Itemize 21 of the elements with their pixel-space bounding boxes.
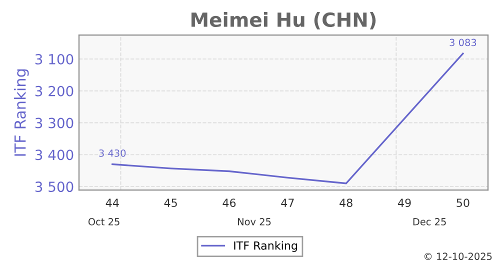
y-tick-label: 3 400 xyxy=(35,150,74,160)
chart-title: Meimei Hu (CHN) xyxy=(192,12,376,30)
y-tick-label: 3 500 xyxy=(35,182,74,192)
legend-label: ITF Ranking xyxy=(234,241,298,252)
x-tick-label: 49 xyxy=(398,198,411,208)
data-label: 3 430 xyxy=(99,149,126,157)
y-tick-label: 3 300 xyxy=(35,118,74,128)
x2-tick-label: Nov 25 xyxy=(238,218,271,226)
y-tick-label: 3 100 xyxy=(35,54,74,64)
x2-tick-label: Oct 25 xyxy=(88,218,120,226)
x-tick-label: 46 xyxy=(222,198,236,208)
x-tick-label: 50 xyxy=(456,198,470,208)
x-tick-label: 45 xyxy=(164,198,177,208)
y-axis-title: ITF Ranking xyxy=(14,69,29,156)
x2-tick-label: Dec 25 xyxy=(413,218,446,226)
x-tick-label: 47 xyxy=(281,198,294,207)
text: © 12-10-2025 xyxy=(424,252,492,260)
y-tick-label: 3 200 xyxy=(35,86,74,96)
x-tick-label: 44 xyxy=(106,198,119,207)
data-label: 3 083 xyxy=(450,38,476,46)
x-tick-label: 48 xyxy=(340,198,352,208)
